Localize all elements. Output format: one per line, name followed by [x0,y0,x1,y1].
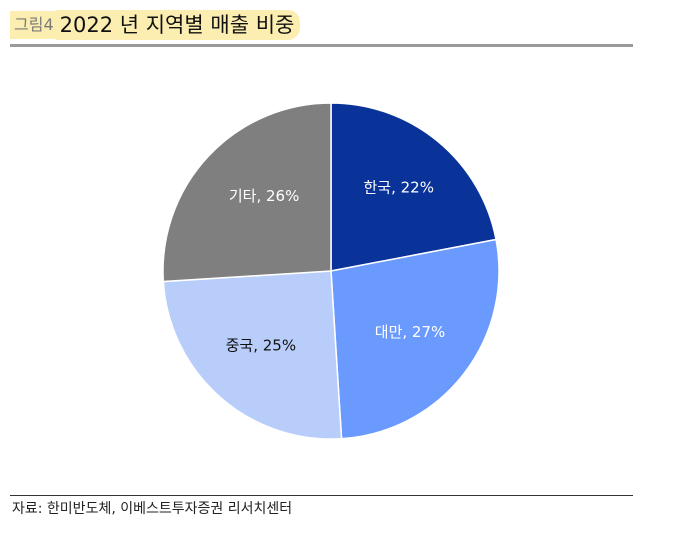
pie-label-3: 중국, 25% [226,337,296,355]
chart-title: 2022 년 지역별 매출 비중 [55,10,301,40]
pie-label-2: 대만, 27% [375,323,445,341]
pie-labels: 한국, 22% 대만, 27% 중국, 25% 기타, 26% [226,178,446,354]
source-note: 자료: 한미반도체, 이베스트투자증권 리서치센터 [12,501,293,517]
title-divider [10,44,633,47]
pie-label-1: 한국, 22% [364,178,434,196]
pie-slices [162,102,500,440]
pie-slice-1 [330,102,497,272]
pie-slice-4 [162,102,332,283]
pie-label-4: 기타, 26% [229,187,299,205]
pie-slice-2 [330,238,500,440]
source-divider [10,495,633,496]
figure-tag: 그림4 [10,11,56,39]
pie-slice-3 [162,270,343,440]
figure-header: 그림4 2022 년 지역별 매출 비중 [10,8,301,42]
